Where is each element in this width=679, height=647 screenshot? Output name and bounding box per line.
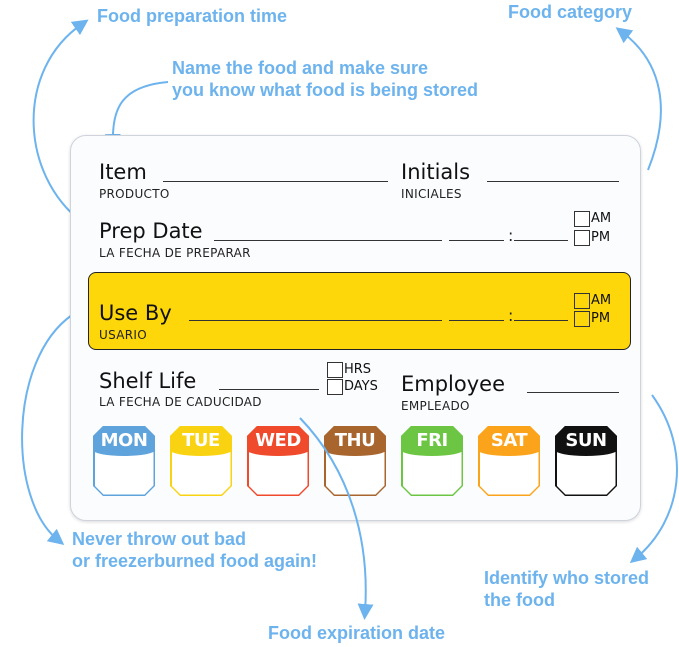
item-sub: PRODUCTO bbox=[99, 187, 170, 201]
food-label: Item PRODUCTO Initials INICIALES Prep Da… bbox=[70, 135, 641, 521]
arrow-identify bbox=[629, 394, 678, 564]
day-tag-sun: SUN bbox=[555, 426, 617, 496]
annotation-category: Food category bbox=[508, 2, 633, 22]
use-by-sub: USARIO bbox=[99, 328, 147, 342]
use-by-pm-checkbox[interactable] bbox=[574, 311, 590, 327]
use-by-date-field[interactable] bbox=[189, 320, 442, 321]
days-checkbox[interactable] bbox=[327, 379, 343, 395]
use-by-am-checkbox[interactable] bbox=[574, 293, 590, 309]
arrow-never-throw bbox=[21, 314, 73, 546]
employee-label: Employee bbox=[401, 372, 506, 396]
employee-field[interactable] bbox=[527, 392, 619, 393]
employee-sub: EMPLEADO bbox=[401, 399, 470, 413]
use-by-minute-field[interactable] bbox=[514, 320, 568, 321]
initials-label: Initials bbox=[401, 160, 471, 184]
annotation-expiration: Food expiration date bbox=[268, 623, 446, 643]
prep-date-field[interactable] bbox=[214, 240, 442, 241]
initials-sub: INICIALES bbox=[401, 187, 462, 201]
shelf-life-field[interactable] bbox=[219, 389, 319, 390]
prep-am-checkbox[interactable] bbox=[574, 211, 590, 227]
arrow-name-food bbox=[104, 81, 169, 150]
shelf-life-sub: LA FECHA DE CADUCIDAD bbox=[99, 395, 262, 409]
day-tag-wed: WED bbox=[247, 426, 309, 496]
prep-hour-field[interactable] bbox=[449, 240, 504, 241]
use-by-band bbox=[88, 272, 631, 350]
item-label: Item bbox=[99, 160, 147, 184]
arrow-category bbox=[615, 27, 662, 171]
arrow-prep-time bbox=[32, 19, 89, 223]
shelf-life-label: Shelf Life bbox=[99, 369, 197, 393]
day-tag-mon: MON bbox=[93, 426, 155, 496]
prep-date-label: Prep Date bbox=[99, 219, 203, 243]
hrs-checkbox[interactable] bbox=[327, 362, 343, 378]
item-field[interactable] bbox=[163, 181, 388, 182]
use-by-label: Use By bbox=[99, 301, 172, 325]
prep-minute-field[interactable] bbox=[514, 240, 568, 241]
annotation-name-food: Name the food and make sure you know wha… bbox=[172, 58, 479, 100]
annotation-never-throw: Never throw out bad or freezerburned foo… bbox=[72, 529, 318, 571]
day-tag-sat: SAT bbox=[478, 426, 540, 496]
annotation-prep-time: Food preparation time bbox=[97, 6, 288, 26]
day-tag-fri: FRI bbox=[401, 426, 463, 496]
use-by-hour-field[interactable] bbox=[449, 320, 504, 321]
day-tag-tue: TUE bbox=[170, 426, 232, 496]
day-tag-thu: THU bbox=[324, 426, 386, 496]
prep-date-sub: LA FECHA DE PREPARAR bbox=[99, 246, 251, 260]
annotation-identify: Identify who stored the food bbox=[484, 568, 650, 610]
initials-field[interactable] bbox=[487, 181, 619, 182]
prep-pm-checkbox[interactable] bbox=[574, 230, 590, 246]
